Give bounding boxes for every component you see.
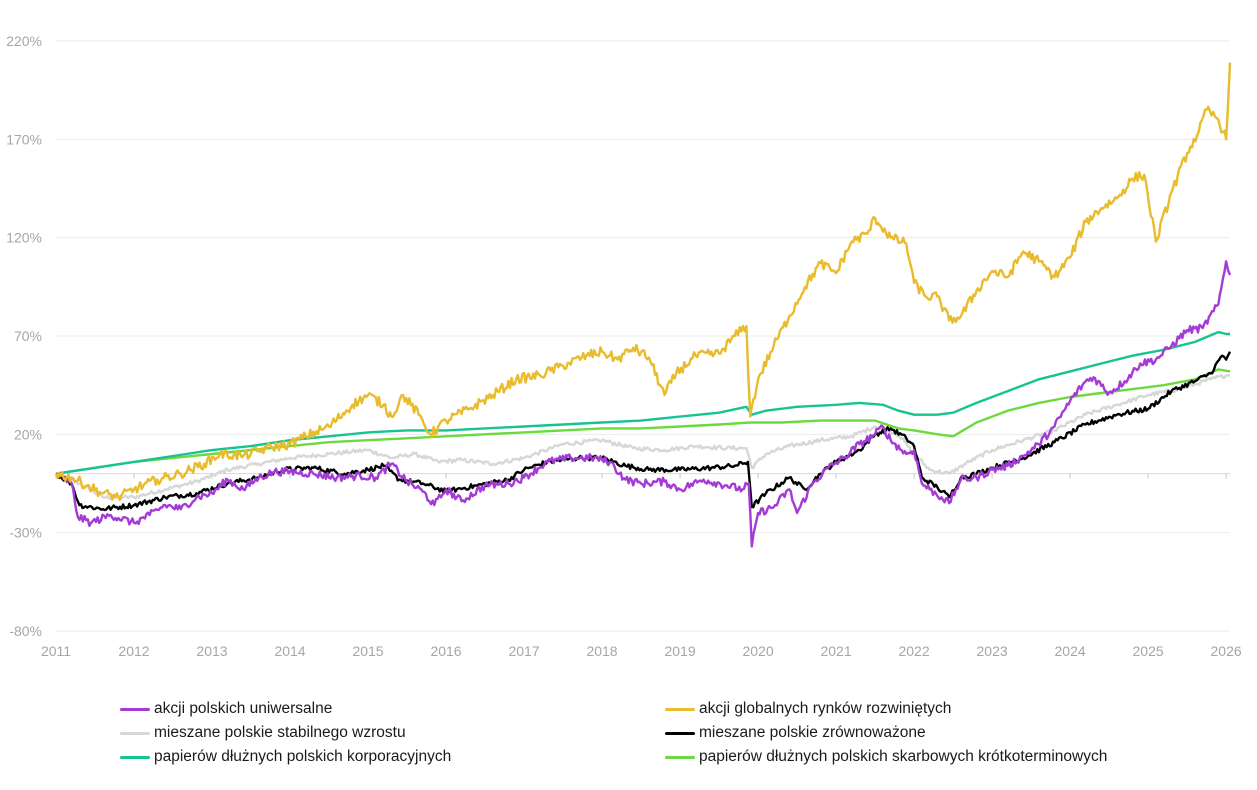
y-tick-label: 120% — [6, 230, 42, 246]
legend-label: mieszane polskie stabilnego wzrostu — [154, 724, 406, 741]
x-tick-label: 2013 — [196, 643, 227, 659]
series-lines — [54, 62, 1232, 548]
legend-item: mieszane polskie zrównoważone — [665, 722, 1210, 744]
y-axis-ticks: 220% 170% 120% 70% 20% -30% -80% — [6, 33, 42, 639]
legend-item: papierów dłużnych polskich korporacyjnyc… — [120, 746, 665, 768]
legend-swatch — [120, 731, 150, 735]
x-tick-label: 2018 — [586, 643, 617, 659]
legend-swatch — [665, 707, 695, 711]
legend-swatch — [665, 755, 695, 759]
series-line-5 — [55, 368, 1231, 475]
x-tick-label: 2022 — [898, 643, 929, 659]
x-tick-label: 2014 — [274, 643, 305, 659]
x-tick-label: 2016 — [430, 643, 461, 659]
x-tick-label: 2023 — [977, 643, 1008, 659]
line-chart: 220%170%120%70%20%-30%-80% 2011 2012 2013 2… — [6, 33, 1242, 659]
x-tick-label: 2025 — [1133, 643, 1164, 659]
grid-lines — [56, 40, 1230, 632]
x-tick-label: 2019 — [664, 643, 695, 659]
y-tick-label: -30% — [9, 525, 42, 541]
legend: akcji polskich uniwersalne akcji globalny… — [120, 698, 1220, 768]
x-tick-label: 2012 — [118, 643, 149, 659]
series-line-1 — [54, 62, 1232, 501]
x-axis-ticks: 2011 2012 2013 2014 2015 2016 2017 2018 2019 2020… — [41, 473, 1242, 659]
legend-label: akcji globalnych rynków rozwiniętych — [699, 700, 952, 717]
legend-label: papierów dłużnych polskich skarbowych kr… — [699, 748, 1108, 765]
x-tick-label: 2026 — [1211, 643, 1242, 659]
y-tick-label: 70% — [14, 328, 42, 344]
series-line-0 — [55, 260, 1232, 548]
x-tick-label: 2017 — [508, 643, 539, 659]
x-tick-label: 2015 — [352, 643, 383, 659]
legend-label: akcji polskich uniwersalne — [154, 700, 333, 717]
x-tick-label: 2011 — [41, 643, 71, 659]
series-line-2 — [56, 373, 1231, 500]
legend-swatch — [120, 707, 150, 711]
y-tick-label: 170% — [6, 131, 42, 147]
legend-label: mieszane polskie zrównoważone — [699, 724, 926, 741]
x-tick-label: 2024 — [1055, 643, 1086, 659]
legend-item: akcji polskich uniwersalne — [120, 698, 665, 720]
legend-swatch — [120, 755, 150, 759]
x-tick-label: 2021 — [820, 643, 851, 659]
legend-item: akcji globalnych rynków rozwiniętych — [665, 698, 1210, 720]
legend-swatch — [665, 731, 695, 735]
y-tick-label: 20% — [14, 426, 42, 442]
y-tick-label: 220% — [6, 33, 42, 49]
y-tick-label: -80% — [9, 623, 42, 639]
legend-item: mieszane polskie stabilnego wzrostu — [120, 722, 665, 744]
legend-label: papierów dłużnych polskich korporacyjnyc… — [154, 748, 452, 765]
x-tick-label: 2020 — [742, 643, 773, 659]
legend-item: papierów dłużnych polskich skarbowych kr… — [665, 746, 1210, 768]
